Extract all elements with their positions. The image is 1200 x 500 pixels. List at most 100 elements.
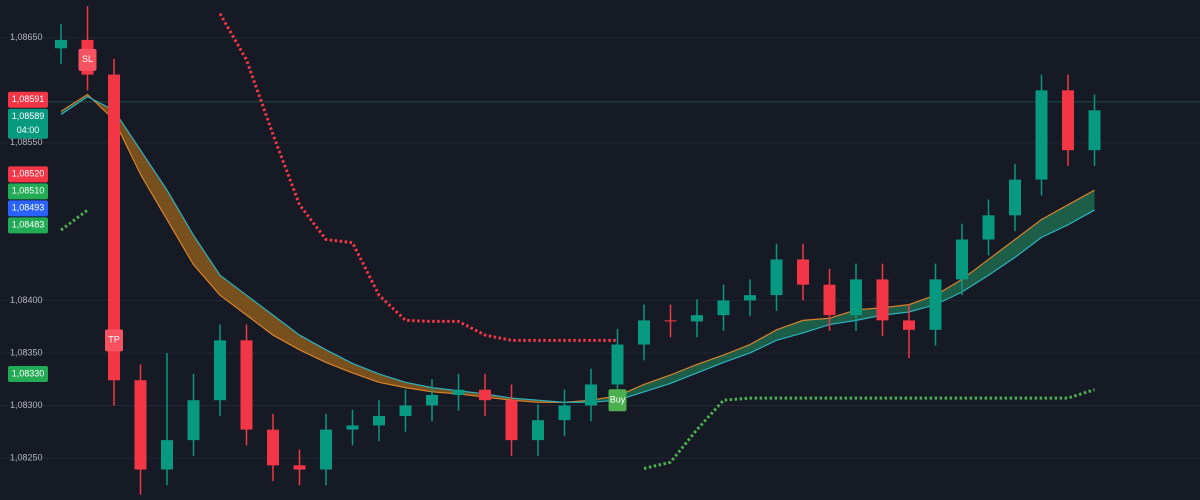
signal-marker-label: Buy (610, 395, 626, 405)
candle-body (320, 429, 332, 470)
candle-body (134, 380, 147, 470)
candle-body (558, 405, 571, 421)
cloud-segment (935, 279, 962, 305)
trailing-stop (218, 12, 618, 342)
cloud-segment (352, 363, 379, 383)
candle-body (108, 74, 120, 381)
cloud-segment (379, 373, 406, 388)
candle-body (797, 259, 809, 285)
cloud-segment (140, 150, 167, 220)
countdown-label: 04:00 (17, 125, 40, 135)
cloud-segment (1015, 219, 1042, 258)
cloud-segment (776, 320, 803, 341)
y-tick-label: 1,08300 (10, 400, 43, 410)
candle-body (691, 315, 703, 322)
price-tag-label: 1,08591 (12, 94, 45, 104)
candle-body (956, 239, 968, 280)
trailing-stop (643, 388, 1095, 470)
cloud-segment (1041, 204, 1068, 238)
candle-body (770, 259, 783, 296)
candle-body (187, 400, 200, 441)
overlays (60, 12, 1095, 470)
price-tag (8, 166, 48, 183)
candles (55, 6, 1101, 495)
candle-body (214, 340, 226, 401)
price-axis: 1,08650 1,08550 1,08400 1,08350 1,08300 1,082… (8, 32, 48, 462)
cloud-segment (405, 382, 432, 392)
candle-body (479, 389, 491, 401)
cloud-segment (326, 349, 353, 373)
signal-marker-box (608, 389, 627, 412)
price-tag-label: 1,08330 (12, 368, 45, 378)
candle-body (532, 420, 544, 441)
candle-body (744, 295, 756, 301)
cloud-segment (909, 295, 936, 312)
cloud-segment (273, 315, 300, 350)
candle-body (611, 344, 624, 385)
candle-body (1088, 110, 1101, 151)
candle-body (452, 389, 465, 395)
candle-body (373, 415, 385, 426)
candle-body (585, 384, 597, 406)
candle-body (903, 320, 915, 330)
cloud-segment (167, 190, 194, 265)
price-tag-label: 1,08589 (12, 111, 45, 121)
price-tag-label: 1,08520 (12, 169, 45, 179)
y-tick-label: 1,08550 (10, 137, 43, 147)
candle-body (1035, 90, 1048, 180)
signal-marker: SL (78, 48, 97, 71)
y-tick-label: 1,08400 (10, 295, 43, 305)
cloud-segment (856, 307, 883, 321)
candle-body (267, 429, 279, 466)
cloud (60, 93, 1095, 403)
cloud-segment (644, 375, 671, 392)
price-tag (8, 217, 48, 234)
cloud-segment (750, 329, 777, 353)
cloud-segment (723, 344, 750, 363)
signal-marker-box (105, 329, 123, 352)
grid (0, 37, 1200, 459)
markers: SL TP Buy (78, 48, 627, 412)
cloud-segment (962, 259, 989, 293)
candle-body (346, 425, 359, 430)
cloud-slow-line (60, 95, 1095, 403)
candle-body (638, 320, 650, 345)
cloud-segment (458, 390, 485, 398)
price-tag (8, 200, 48, 217)
candle-body (717, 300, 730, 316)
candle-body (426, 394, 438, 406)
signal-marker: Buy (608, 389, 627, 412)
candle-body (293, 465, 306, 470)
cloud-segment (246, 295, 273, 336)
candle-body (664, 320, 677, 322)
candle-body (399, 405, 412, 416)
signal-marker: TP (105, 329, 123, 352)
cloud-segment (1068, 190, 1095, 225)
cloud-segment (803, 318, 830, 333)
price-tag-label: 1,08510 (12, 186, 45, 196)
cloud-segment (193, 235, 220, 296)
candle-body (823, 284, 836, 316)
cloud-segment (114, 110, 141, 175)
price-tag (8, 365, 48, 382)
price-tag (8, 91, 48, 108)
signal-marker-box (78, 48, 97, 71)
signal-marker-label: TP (108, 335, 120, 345)
price-tag (8, 108, 48, 139)
cloud-segment (299, 335, 326, 363)
candle-body (161, 440, 173, 470)
signal-marker-label: SL (82, 54, 93, 64)
y-tick-label: 1,08650 (10, 32, 43, 42)
y-tick-label: 1,08250 (10, 452, 43, 462)
candle-body (929, 279, 942, 330)
candle-body (505, 400, 518, 441)
cloud-segment (988, 239, 1015, 276)
price-tag-label: 1,08483 (12, 220, 45, 230)
candle-body (1062, 90, 1074, 151)
trailing-stop (60, 208, 89, 232)
candle-body (1009, 179, 1021, 216)
price-tag-label: 1,08493 (12, 203, 45, 213)
price-tag (8, 183, 48, 200)
